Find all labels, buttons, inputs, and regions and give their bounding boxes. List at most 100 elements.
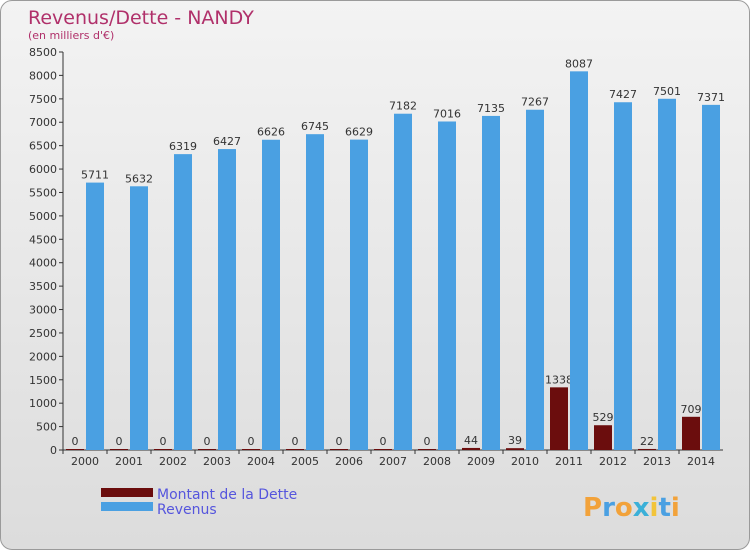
bar-dette — [110, 449, 128, 450]
chart-title: Revenus/Dette - NANDY — [28, 7, 254, 29]
bar-revenus — [482, 115, 500, 450]
bar-revenus — [306, 134, 324, 450]
bar-dette — [198, 449, 216, 450]
bar-revenus — [262, 139, 280, 450]
x-tick-label: 2009 — [467, 455, 495, 468]
y-tick-label: 8000 — [29, 69, 57, 82]
y-tick-label: 0 — [50, 444, 57, 457]
value-label-dette: 0 — [248, 435, 255, 448]
logo-letter: i — [671, 493, 680, 523]
value-label-revenus: 7371 — [697, 91, 725, 104]
value-label-dette: 0 — [336, 435, 343, 448]
x-tick-label: 2010 — [511, 455, 539, 468]
y-tick-label: 8500 — [29, 46, 57, 59]
bar-revenus — [438, 121, 456, 450]
bar-dette — [462, 447, 480, 450]
value-label-revenus: 7267 — [521, 96, 549, 109]
bar-dette — [638, 448, 656, 450]
x-tick-label: 2001 — [115, 455, 143, 468]
value-label-revenus: 6745 — [301, 120, 329, 133]
x-tick-label: 2008 — [423, 455, 451, 468]
logo-letter: r — [602, 493, 615, 523]
value-label-dette: 0 — [72, 435, 79, 448]
value-label-dette: 0 — [424, 435, 431, 448]
bar-dette — [682, 416, 700, 450]
logo-letter: P — [583, 493, 602, 523]
bar-dette — [286, 449, 304, 450]
bar-revenus — [658, 98, 676, 450]
x-tick-label: 2005 — [291, 455, 319, 468]
bar-dette — [594, 425, 612, 450]
chart-subtitle: (en milliers d'€) — [28, 29, 114, 42]
bar-dette — [242, 449, 260, 450]
value-label-dette: 39 — [508, 434, 522, 447]
x-tick-label: 2014 — [687, 455, 715, 468]
logo-letter: i — [650, 493, 659, 523]
y-tick-label: 2500 — [29, 327, 57, 340]
x-tick-label: 2013 — [643, 455, 671, 468]
legend-swatch-revenus — [101, 502, 153, 511]
value-label-revenus: 7016 — [433, 107, 461, 120]
bar-revenus — [86, 182, 104, 450]
logo-letter: t — [658, 493, 670, 523]
bar-revenus — [394, 113, 412, 450]
y-tick-label: 5500 — [29, 186, 57, 199]
value-label-dette: 44 — [464, 434, 478, 447]
value-label-revenus: 6427 — [213, 135, 241, 148]
value-label-dette: 0 — [292, 435, 299, 448]
bar-revenus — [614, 102, 632, 451]
value-label-dette: 22 — [640, 435, 654, 448]
x-tick-label: 2007 — [379, 455, 407, 468]
legend-label-revenus: Revenus — [157, 502, 217, 518]
y-tick-label: 1500 — [29, 374, 57, 387]
legend: Montant de la Dette Revenus — [101, 487, 297, 518]
y-tick-label: 6000 — [29, 163, 57, 176]
y-tick-label: 500 — [36, 421, 57, 434]
axes: 0 500 1000 1500 2000 2500 3000 3500 4000 4500 5000… — [29, 46, 723, 468]
value-label-dette: 1338 — [545, 373, 573, 386]
value-label-revenus: 7501 — [653, 85, 681, 98]
bars: 0 5711 0 5632 0 6319 0 6427 0 6626 0 6745 0 6629 0 7182… — [66, 57, 725, 451]
y-tick-label: 1000 — [29, 397, 57, 410]
bar-dette — [66, 449, 84, 450]
y-tick-label: 2000 — [29, 350, 57, 363]
x-tick-label: 2002 — [159, 455, 187, 468]
value-label-revenus: 7135 — [477, 102, 505, 115]
x-tick-label: 2012 — [599, 455, 627, 468]
bar-dette — [330, 449, 348, 450]
value-label-dette: 0 — [204, 435, 211, 448]
legend-swatch-dette — [101, 488, 153, 497]
value-label-dette: 0 — [380, 435, 387, 448]
x-tick-label: 2011 — [555, 455, 583, 468]
y-tick-label: 4500 — [29, 233, 57, 246]
bar-revenus — [130, 186, 148, 450]
bar-dette — [374, 449, 392, 450]
value-label-revenus: 8087 — [565, 57, 593, 70]
value-label-revenus: 6626 — [257, 126, 285, 139]
value-label-revenus: 6629 — [345, 126, 373, 139]
x-tick-label: 2006 — [335, 455, 363, 468]
x-tick-label: 2000 — [71, 455, 99, 468]
logo-letter: x — [633, 493, 650, 523]
bar-revenus — [174, 154, 192, 450]
value-label-dette: 709 — [681, 403, 702, 416]
x-tick-label: 2004 — [247, 455, 275, 468]
value-label-dette: 0 — [116, 435, 123, 448]
bar-dette — [418, 449, 436, 450]
value-label-revenus: 5632 — [125, 172, 153, 185]
bar-dette — [154, 449, 172, 450]
bar-revenus — [350, 139, 368, 451]
y-tick-label: 4000 — [29, 257, 57, 270]
y-tick-label: 6500 — [29, 140, 57, 153]
bar-revenus — [570, 71, 588, 450]
y-tick-label: 3000 — [29, 304, 57, 317]
value-label-revenus: 7427 — [609, 88, 637, 101]
value-label-revenus: 7182 — [389, 100, 417, 113]
value-label-dette: 529 — [593, 411, 614, 424]
x-tick-label: 2003 — [203, 455, 231, 468]
y-tick-label: 7000 — [29, 116, 57, 129]
bar-dette — [506, 448, 524, 450]
value-label-revenus: 6319 — [169, 140, 197, 153]
